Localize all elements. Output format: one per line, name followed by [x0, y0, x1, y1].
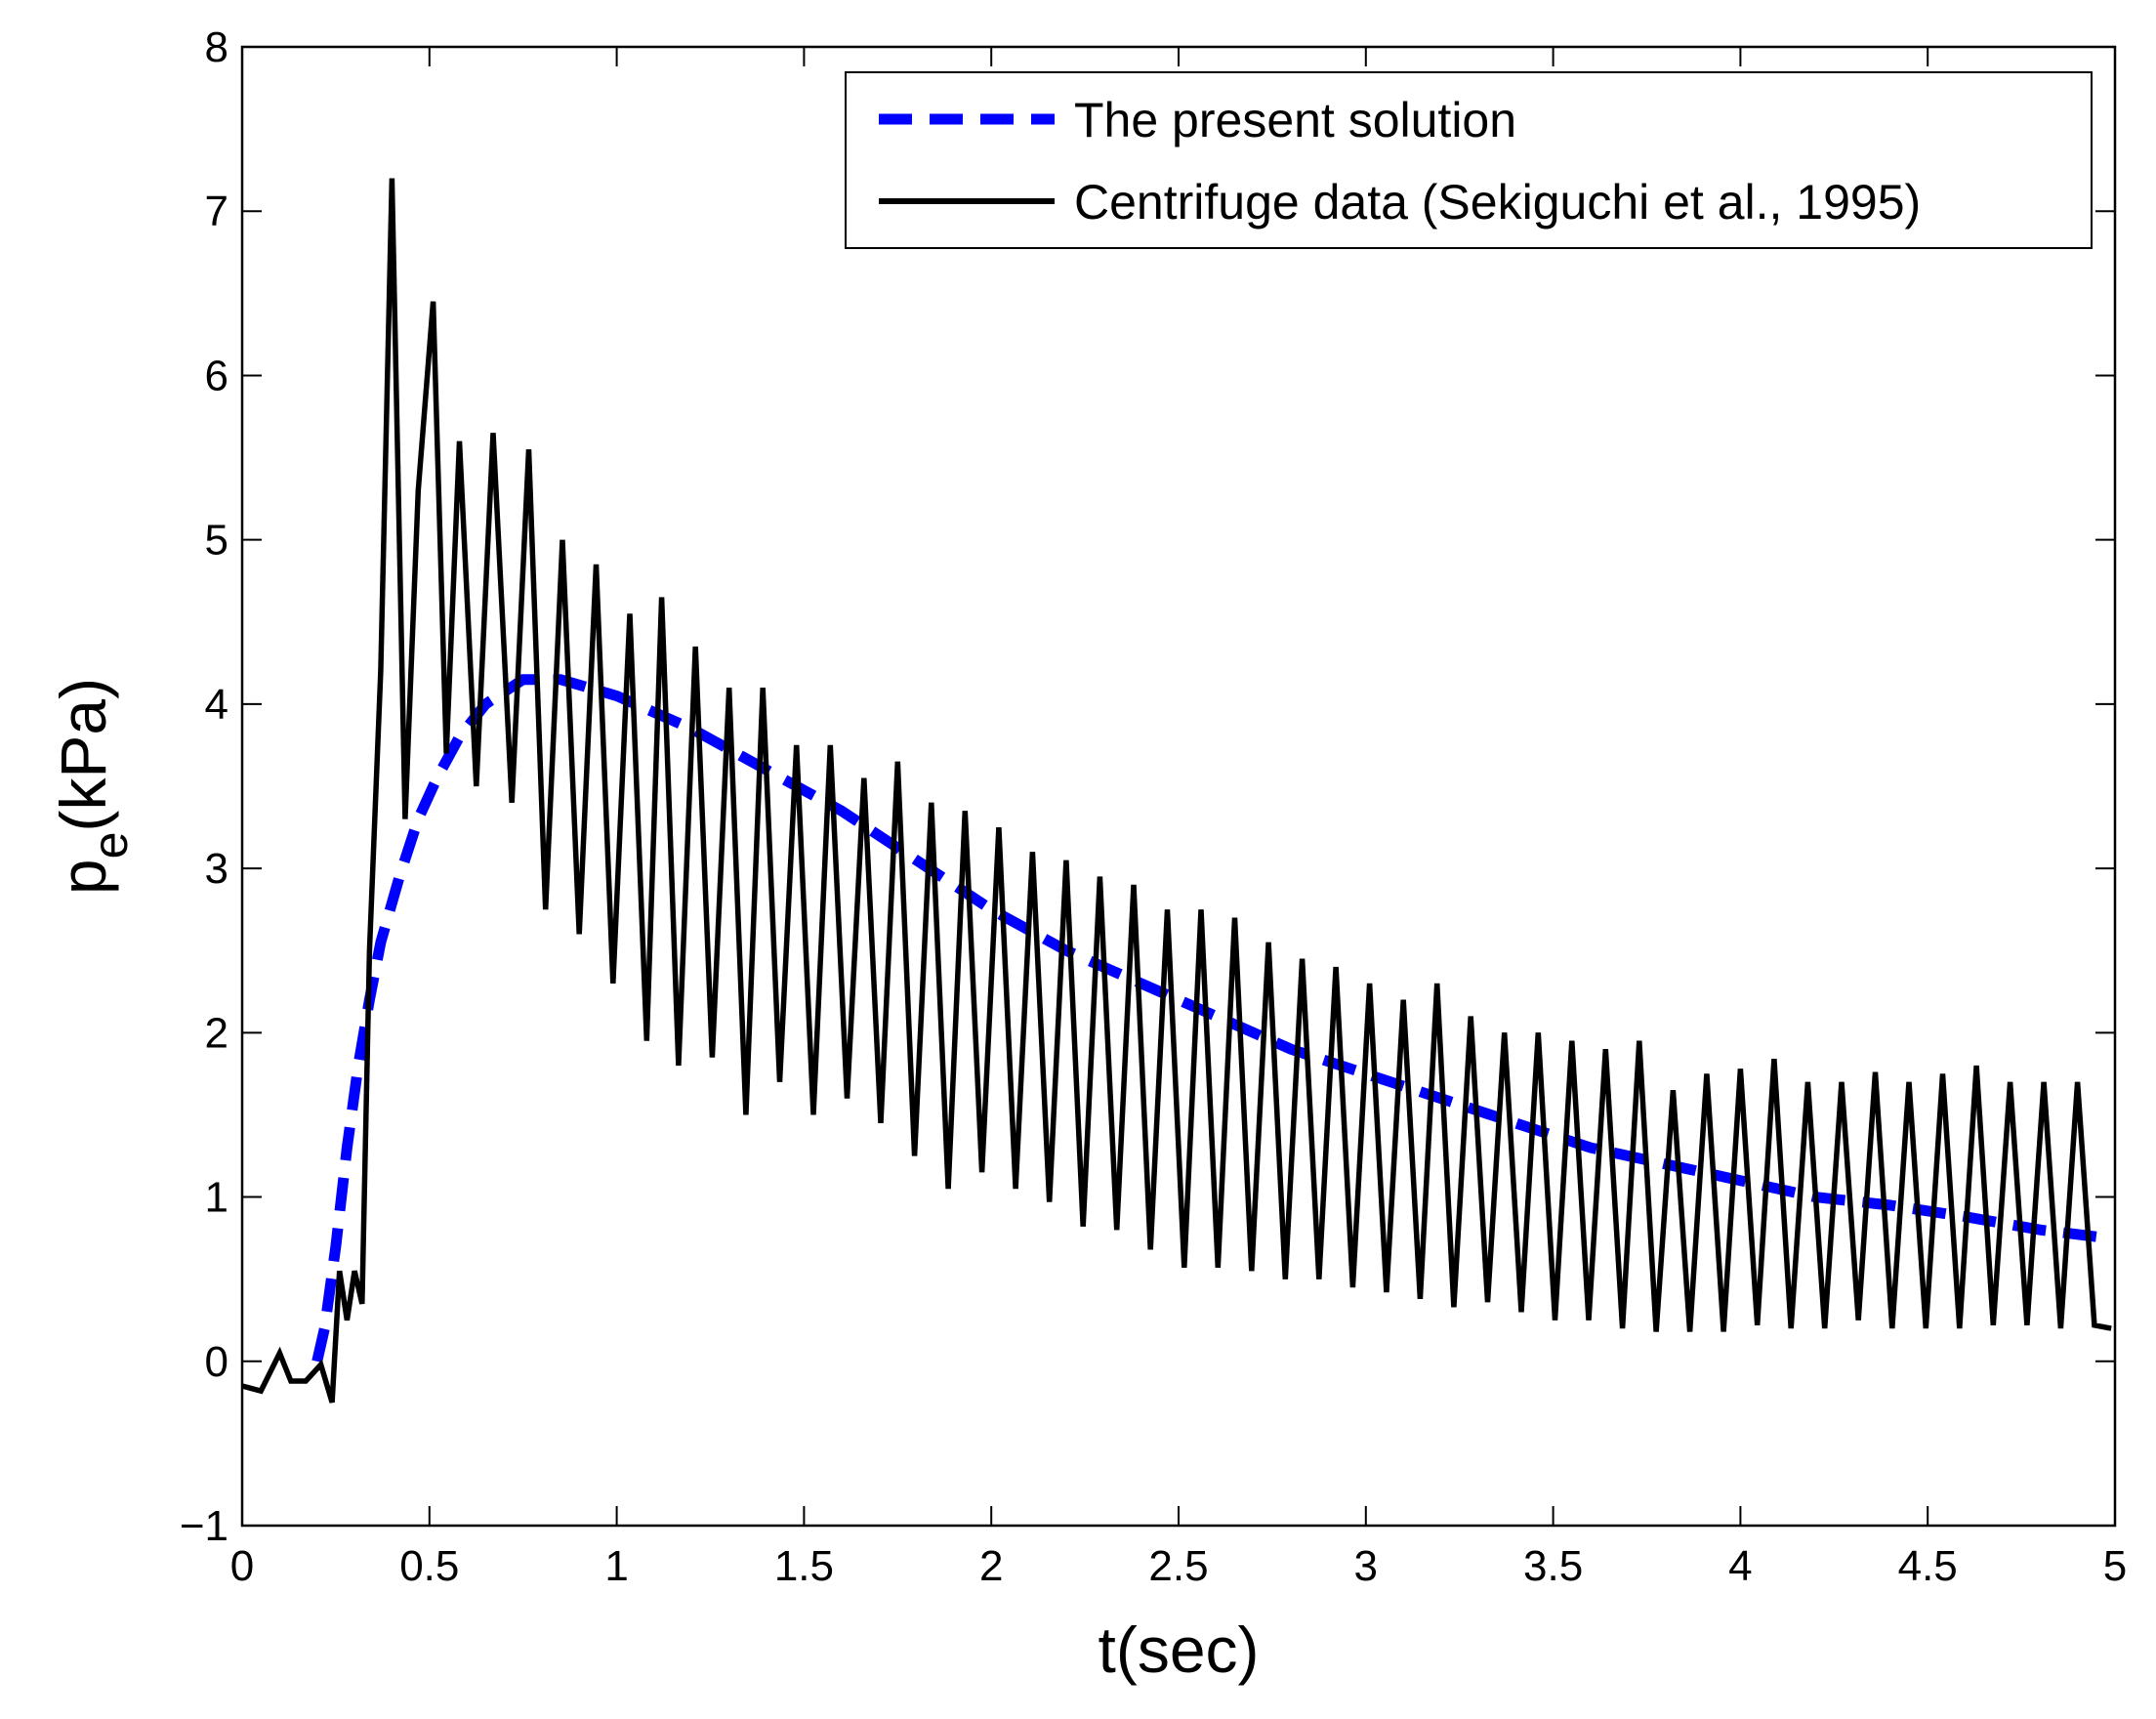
y-tick-label: 7	[205, 188, 228, 235]
series-present-solution-line	[311, 674, 2108, 1363]
y-tick-label: 1	[205, 1174, 228, 1222]
x-tick-label: 0.5	[399, 1542, 459, 1590]
ticks-layer	[241, 46, 2116, 1527]
series-layer	[241, 178, 2112, 1404]
x-tick-labels: 0 0.5 1 1.5 2 2.5 3 3.5 4 4.5 5	[230, 1542, 2127, 1590]
x-tick-label: 2.5	[1148, 1542, 1208, 1590]
y-tick-label: 2	[205, 1009, 228, 1057]
x-tick-label: 2	[979, 1542, 1003, 1590]
x-tick-label: 1	[604, 1542, 628, 1590]
y-tick-label: 8	[205, 23, 228, 71]
y-tick-label: −1	[180, 1502, 228, 1550]
legend-label-present-solution: The present solution	[1074, 93, 1516, 147]
legend: The present solution Centrifuge data (Se…	[845, 71, 2093, 249]
x-tick-label: 1.5	[774, 1542, 834, 1590]
y-tick-label: 3	[205, 845, 228, 893]
y-tick-label: 6	[205, 352, 228, 399]
x-tick-label: 4.5	[1898, 1542, 1958, 1590]
y-axis-unit: (kPa)	[47, 678, 119, 832]
y-tick-label: 4	[205, 681, 228, 729]
y-axis-symbol: p	[47, 859, 119, 895]
y-axis-title: pe(kPa)	[47, 678, 138, 895]
y-axis-subscript: e	[83, 832, 138, 860]
x-tick-label: 3.5	[1523, 1542, 1583, 1590]
y-tick-labels: −1 0 1 2 3 4 5 6 7 8	[180, 23, 228, 1550]
y-tick-label: 5	[205, 517, 228, 565]
x-tick-label: 3	[1354, 1542, 1378, 1590]
x-tick-label: 4	[1728, 1542, 1752, 1590]
x-axis-title: t(sec)	[1099, 1614, 1260, 1686]
y-tick-label: 0	[205, 1338, 228, 1386]
series-centrifuge-data-line	[241, 178, 2112, 1404]
legend-box	[845, 71, 2093, 249]
legend-label-centrifuge-data: Centrifuge data (Sekiguchi et al., 1995)	[1074, 175, 1921, 230]
x-tick-label: 5	[2103, 1542, 2127, 1590]
x-tick-label: 0	[230, 1542, 254, 1590]
